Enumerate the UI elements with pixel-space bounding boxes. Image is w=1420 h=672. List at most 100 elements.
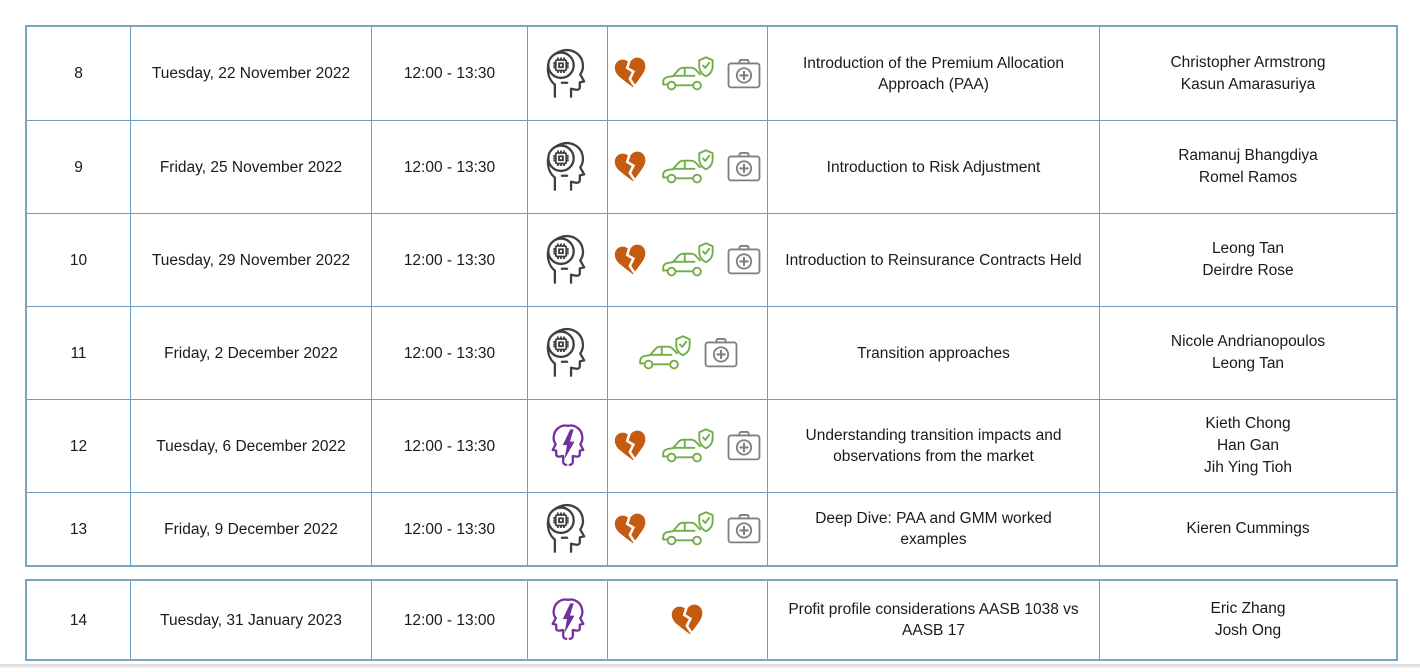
session-number-cell: 11 bbox=[27, 306, 131, 399]
head-chip-icon bbox=[540, 501, 596, 557]
session-date: Friday, 9 December 2022 bbox=[164, 520, 338, 538]
session-time: 12:00 - 13:30 bbox=[403, 251, 496, 269]
product-icons-cell bbox=[608, 581, 768, 659]
product-icons-cell bbox=[608, 120, 768, 213]
presenters-cell: Leong Tan Deirdre Rose bbox=[1100, 213, 1396, 306]
car-shield-icon bbox=[658, 53, 716, 95]
presenter-name: Leong Tan bbox=[1211, 355, 1285, 372]
session-date: Friday, 2 December 2022 bbox=[164, 344, 338, 362]
session-time: 12:00 - 13:30 bbox=[403, 65, 496, 82]
session-date: Tuesday, 31 January 2023 bbox=[160, 611, 342, 629]
presenters-cell: Ramanuj Bhangdiya Romel Ramos bbox=[1100, 120, 1396, 213]
session-time-cell: 12:00 - 13:30 bbox=[372, 399, 528, 492]
first-aid-kit-icon bbox=[725, 428, 763, 464]
session-date-cell: Friday, 9 December 2022 bbox=[131, 492, 372, 565]
presenter-name: Nicole Andrianopoulos bbox=[1170, 333, 1326, 350]
session-topic: Introduction to Risk Adjustment bbox=[826, 158, 1041, 176]
heads-lightning-icon bbox=[540, 592, 596, 648]
product-icons-cell bbox=[608, 27, 768, 120]
presenter-name: Kieth Chong bbox=[1205, 415, 1291, 432]
session-number-cell: 14 bbox=[27, 581, 131, 659]
session-number-cell: 10 bbox=[27, 213, 131, 306]
session-date-cell: Tuesday, 31 January 2023 bbox=[131, 581, 372, 659]
session-time: 12:00 - 13:30 bbox=[403, 437, 496, 455]
session-topic-cell: Introduction to Risk Adjustment bbox=[768, 120, 1100, 213]
session-topic-cell: Deep Dive: PAA and GMM worked examples bbox=[768, 492, 1100, 565]
presenter-name: Han Gan bbox=[1216, 437, 1280, 454]
broken-heart-icon bbox=[613, 429, 649, 464]
product-icons-cell bbox=[608, 399, 768, 492]
presenters-cell: Nicole Andrianopoulos Leong Tan bbox=[1100, 306, 1396, 399]
heads-lightning-icon bbox=[540, 418, 596, 474]
session-format-cell bbox=[528, 27, 608, 120]
session-number: 13 bbox=[69, 520, 88, 538]
page-edge-shadow bbox=[0, 664, 1420, 668]
session-topic: Profit profile considerations AASB 1038 … bbox=[788, 601, 1079, 639]
table-row: 12 Tuesday, 6 December 2022 12:00 - 13:3… bbox=[27, 399, 1396, 492]
session-date-cell: Friday, 25 November 2022 bbox=[131, 120, 372, 213]
session-time-cell: 12:00 - 13:30 bbox=[372, 120, 528, 213]
presenter-name: Kieren Cummings bbox=[1186, 520, 1310, 537]
presenters-cell: Kieren Cummings bbox=[1100, 492, 1396, 565]
session-number-cell: 13 bbox=[27, 492, 131, 565]
session-number: 9 bbox=[74, 158, 83, 176]
session-date-cell: Tuesday, 22 November 2022 bbox=[131, 27, 372, 120]
table-row: 8 Tuesday, 22 November 2022 12:00 - 13:3… bbox=[27, 27, 1396, 120]
session-topic: Deep Dive: PAA and GMM worked examples bbox=[815, 510, 1052, 548]
session-format-cell bbox=[528, 306, 608, 399]
table-row: 11 Friday, 2 December 2022 12:00 - 13:30 bbox=[27, 306, 1396, 399]
product-icons-cell bbox=[608, 492, 768, 565]
session-time-cell: 12:00 - 13:30 bbox=[372, 492, 528, 565]
session-topic-cell: Introduction of the Premium Allocation A… bbox=[768, 27, 1100, 120]
session-date: Tuesday, 6 December 2022 bbox=[156, 437, 346, 455]
presenter-name: Jih Ying Tioh bbox=[1204, 459, 1292, 476]
session-topic: Transition approaches bbox=[857, 344, 1010, 362]
table-row: 13 Friday, 9 December 2022 12:00 - 13:30 bbox=[27, 492, 1396, 565]
first-aid-kit-icon bbox=[725, 511, 763, 547]
table-row: 10 Tuesday, 29 November 2022 12:00 - 13:… bbox=[27, 213, 1396, 306]
session-number: 12 bbox=[69, 437, 88, 455]
schedule-table: 8 Tuesday, 22 November 2022 12:00 - 13:3… bbox=[25, 25, 1398, 567]
session-time: 12:00 - 13:30 bbox=[403, 158, 496, 176]
session-date: Friday, 25 November 2022 bbox=[159, 158, 343, 176]
schedule-table-continued: 14 Tuesday, 31 January 2023 12:00 - 13:0… bbox=[25, 579, 1398, 661]
broken-heart-icon bbox=[613, 512, 649, 547]
product-icons-cell bbox=[608, 306, 768, 399]
session-date-cell: Friday, 2 December 2022 bbox=[131, 306, 372, 399]
presenter-name: Deirdre Rose bbox=[1202, 262, 1294, 279]
car-shield-icon bbox=[658, 508, 716, 550]
session-time-cell: 12:00 - 13:30 bbox=[372, 306, 528, 399]
first-aid-kit-icon bbox=[702, 335, 740, 371]
session-topic-cell: Transition approaches bbox=[768, 306, 1100, 399]
broken-heart-icon bbox=[670, 603, 706, 638]
session-topic: Introduction of the Premium Allocation A… bbox=[802, 54, 1065, 93]
presenters-cell: Kieth Chong Han Gan Jih Ying Tioh bbox=[1100, 399, 1396, 492]
session-number-cell: 12 bbox=[27, 399, 131, 492]
session-time: 12:00 - 13:30 bbox=[403, 520, 496, 538]
session-date: Tuesday, 22 November 2022 bbox=[151, 65, 351, 82]
session-topic-cell: Understanding transition impacts and obs… bbox=[768, 399, 1100, 492]
session-format-cell bbox=[528, 399, 608, 492]
session-format-cell bbox=[528, 492, 608, 565]
session-date: Tuesday, 29 November 2022 bbox=[151, 251, 351, 269]
head-chip-icon bbox=[540, 232, 596, 288]
product-icons-cell bbox=[608, 213, 768, 306]
presenter-name: Romel Ramos bbox=[1198, 169, 1298, 186]
broken-heart-icon bbox=[613, 56, 649, 91]
broken-heart-icon bbox=[613, 150, 649, 185]
table-row: 9 Friday, 25 November 2022 12:00 - 13:30 bbox=[27, 120, 1396, 213]
session-number-cell: 8 bbox=[27, 27, 131, 120]
head-chip-icon bbox=[540, 325, 596, 381]
session-date-cell: Tuesday, 29 November 2022 bbox=[131, 213, 372, 306]
car-shield-icon bbox=[635, 332, 693, 374]
session-number: 14 bbox=[69, 611, 88, 629]
head-chip-icon bbox=[540, 46, 596, 102]
session-format-cell bbox=[528, 213, 608, 306]
head-chip-icon bbox=[540, 139, 596, 195]
session-topic-cell: Profit profile considerations AASB 1038 … bbox=[768, 581, 1100, 659]
car-shield-icon bbox=[658, 239, 716, 281]
session-topic-cell: Introduction to Reinsurance Contracts He… bbox=[768, 213, 1100, 306]
session-time: 12:00 - 13:30 bbox=[403, 344, 496, 362]
session-number-cell: 9 bbox=[27, 120, 131, 213]
